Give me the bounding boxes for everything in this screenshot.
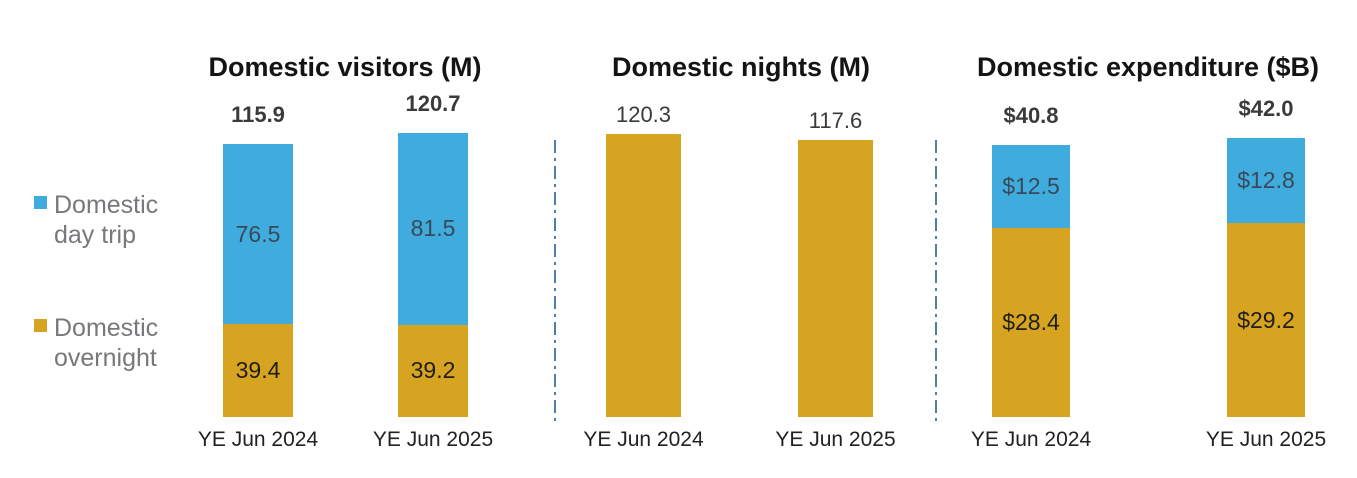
category-axis-label: YE Jun 2024 (197, 428, 319, 451)
bar-segment-day-trip: $12.8 (1227, 138, 1305, 224)
stacked-bar: 76.5 39.4 (223, 144, 293, 417)
bar-segment-overnight: $29.2 (1227, 223, 1305, 417)
bar-segment-overnight (798, 140, 873, 417)
bar-segment-overnight: 39.4 (223, 324, 293, 417)
single-bar (798, 140, 873, 417)
legend-item-day-trip: Domestic day trip (34, 190, 186, 250)
legend-label-day-trip: Domestic day trip (54, 191, 159, 249)
legend-item-overnight: Domestic overnight (34, 313, 186, 373)
total-value-label: $40.8 (1003, 103, 1059, 129)
segment-value-label: $28.4 (1002, 309, 1060, 336)
bar-segment-overnight (606, 133, 681, 417)
category-axis-label: YE Jun 2024 (970, 428, 1092, 451)
panel-title-expenditure: Domestic expenditure ($B) (976, 52, 1320, 83)
total-value-label: $42.0 (1238, 96, 1294, 122)
total-value-label: 120.7 (405, 90, 461, 116)
bar-segment-overnight: 39.2 (398, 324, 468, 417)
panel-title-visitors: Domestic visitors (M) (208, 52, 482, 83)
segment-value-label: 76.5 (235, 220, 281, 247)
bar-segment-overnight: $28.4 (992, 228, 1070, 417)
category-axis-label: YE Jun 2025 (1205, 428, 1327, 451)
panel-title-nights: Domestic nights (M) (611, 52, 870, 83)
total-value-label: 115.9 (231, 102, 285, 128)
legend-swatch-day-trip-icon (34, 196, 47, 209)
segment-value-label: $29.2 (1237, 306, 1295, 333)
stacked-bar: 81.5 39.2 (398, 132, 468, 417)
bar-segment-day-trip: $12.5 (992, 145, 1070, 229)
bar-segment-day-trip: 76.5 (223, 144, 293, 325)
panel-divider-left (554, 140, 556, 425)
legend-label-overnight: Domestic overnight (54, 314, 159, 372)
stacked-bar: $12.5 $28.4 (992, 145, 1070, 417)
single-bar (606, 133, 681, 417)
category-axis-label: YE Jun 2024 (583, 428, 704, 451)
category-axis-label: YE Jun 2025 (775, 428, 896, 451)
total-value-label: 120.3 (615, 101, 672, 127)
segment-value-label: 81.5 (410, 215, 456, 242)
segment-value-label: 39.2 (410, 357, 456, 384)
stacked-bar: $12.8 $29.2 (1227, 138, 1305, 417)
segment-value-label: $12.8 (1237, 167, 1295, 194)
legend-swatch-overnight-icon (34, 319, 47, 332)
panel-divider-right (935, 140, 937, 425)
category-axis-label: YE Jun 2025 (372, 428, 494, 451)
segment-value-label: $12.5 (1002, 173, 1060, 200)
total-value-label: 117.6 (808, 108, 863, 134)
bar-segment-day-trip: 81.5 (398, 132, 468, 325)
segment-value-label: 39.4 (235, 357, 281, 384)
